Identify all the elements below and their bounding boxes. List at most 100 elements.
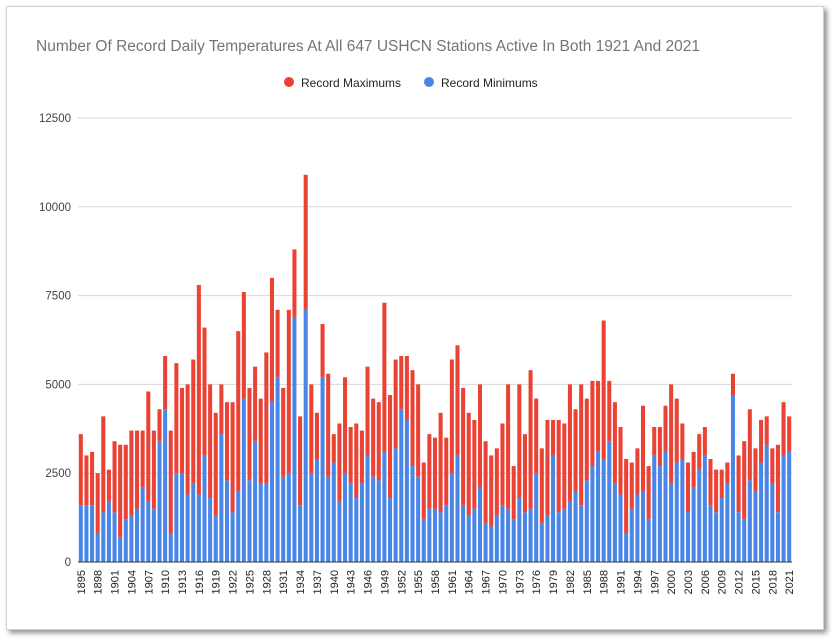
bar-maximums <box>528 370 533 509</box>
y-tick-label: 2500 <box>45 468 71 480</box>
bar-minimums <box>95 533 100 562</box>
bar-minimums <box>646 519 651 562</box>
x-tick-label: 2009 <box>717 570 729 594</box>
bar-maximums <box>590 380 595 467</box>
bar-maximums <box>646 466 651 520</box>
bar-minimums <box>236 490 241 562</box>
bar-minimums <box>230 512 235 562</box>
bar-maximums <box>618 427 623 495</box>
bar-minimums <box>309 473 314 562</box>
bar-minimums <box>84 505 89 562</box>
bar-maximums <box>730 373 735 396</box>
bar-minimums <box>365 455 370 562</box>
bar-maximums <box>461 387 466 506</box>
bar-minimums <box>314 458 319 562</box>
bar-maximums <box>90 451 95 506</box>
x-tick-label: 1985 <box>582 570 594 594</box>
y-tick-label: 10000 <box>39 202 71 214</box>
bar-minimums <box>669 483 674 562</box>
bar-minimums <box>247 480 252 562</box>
bar-maximums <box>269 277 274 403</box>
legend-item-minimums: Record Minimums <box>424 76 538 90</box>
bar-minimums <box>472 508 477 562</box>
bar-maximums <box>629 462 634 509</box>
legend: Record Maximums Record Minimums <box>284 76 538 90</box>
bar-minimums <box>219 434 224 562</box>
x-tick-label: 1943 <box>346 570 358 594</box>
bar-maximums <box>657 427 662 467</box>
bar-minimums <box>191 483 196 562</box>
bar-minimums <box>151 508 156 562</box>
bar-maximums <box>404 355 409 420</box>
bar-maximums <box>343 377 348 474</box>
bar-maximums <box>230 402 235 513</box>
bar-minimums <box>596 451 601 562</box>
bar-maximums <box>702 427 707 456</box>
bar-minimums <box>432 508 438 562</box>
bar-maximums <box>174 363 179 474</box>
x-tick-label: 1916 <box>194 570 206 594</box>
x-tick-label: 2021 <box>784 570 796 594</box>
bar-maximums <box>326 373 331 477</box>
bar-maximums <box>579 384 584 506</box>
bar-minimums <box>292 316 297 562</box>
bar-minimums <box>202 455 207 562</box>
bar-maximums <box>337 423 342 502</box>
bar-maximums <box>196 284 201 495</box>
bar-minimums <box>438 512 443 562</box>
x-tick-label: 1988 <box>599 570 611 594</box>
x-tick-label: 1895 <box>76 570 88 594</box>
bar-maximums <box>775 444 780 513</box>
bar-minimums <box>146 501 151 562</box>
legend-marker-minimums <box>424 77 434 87</box>
bar-minimums <box>382 451 387 562</box>
bar-maximums <box>596 380 601 452</box>
bar-minimums <box>326 476 331 562</box>
bar-maximums <box>635 448 640 495</box>
bar-minimums <box>787 451 792 562</box>
bar-minimums <box>208 498 213 562</box>
bar-maximums <box>736 455 741 513</box>
bar-minimums <box>674 462 679 562</box>
bar-maximums <box>168 430 173 534</box>
bar-minimums <box>427 508 432 562</box>
bar-minimums <box>719 498 724 562</box>
bar-maximums <box>663 405 668 452</box>
bar-minimums <box>691 487 696 562</box>
bar-maximums <box>652 427 657 456</box>
bar-maximums <box>612 402 617 484</box>
bar-maximums <box>685 462 691 513</box>
bar-maximums <box>584 398 589 481</box>
x-tick-label: 1901 <box>110 570 122 594</box>
bar-maximums <box>157 409 162 442</box>
x-tick-label: 1934 <box>295 570 307 594</box>
y-axis-ticks: 0 2500 5000 7500 10000 12500 <box>39 113 71 569</box>
y-tick-label: 0 <box>65 557 71 569</box>
bar-minimums <box>168 533 173 562</box>
bar-minimums <box>742 519 747 562</box>
x-tick-label: 1904 <box>126 570 138 594</box>
bar-minimums <box>629 508 634 562</box>
bar-maximums <box>680 423 685 459</box>
bar-maximums <box>506 384 511 509</box>
bar-maximums <box>264 352 269 484</box>
bar-minimums <box>725 483 730 562</box>
bar-maximums <box>427 434 432 509</box>
bar-maximums <box>522 434 527 513</box>
bar-maximums <box>376 402 381 481</box>
bar-maximums <box>753 448 758 491</box>
bar-minimums <box>298 505 303 562</box>
legend-item-maximums: Record Maximums <box>284 76 401 90</box>
bar-maximums <box>78 434 83 506</box>
bar-maximums <box>432 437 438 509</box>
bar-minimums <box>545 515 550 562</box>
bar-minimums <box>685 512 691 562</box>
bar-minimums <box>567 501 572 562</box>
bar-maximums <box>539 448 544 523</box>
bar-maximums <box>331 434 336 463</box>
x-tick-label: 1961 <box>447 570 459 594</box>
bar-minimums <box>410 466 415 562</box>
bar-minimums <box>106 501 111 562</box>
bar-maximums <box>123 444 128 520</box>
bar-maximums <box>163 355 168 410</box>
